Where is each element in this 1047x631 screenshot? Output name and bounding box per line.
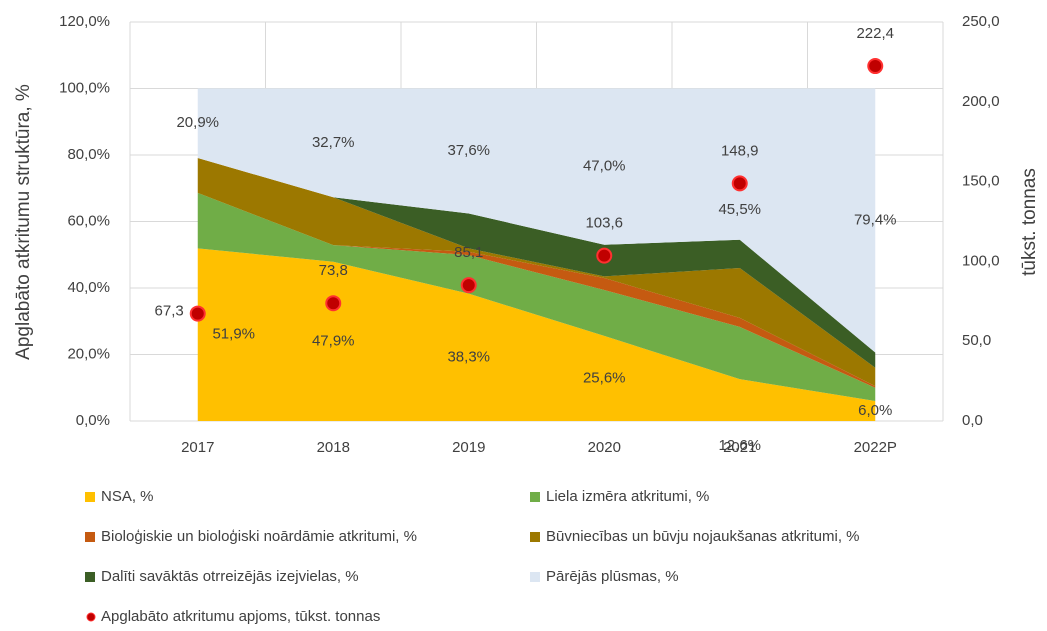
legend-swatch bbox=[85, 492, 95, 502]
area bbox=[197, 88, 876, 353]
scatter-point bbox=[867, 58, 884, 75]
legend-swatch bbox=[530, 572, 540, 582]
scatter-point bbox=[325, 295, 342, 312]
y-tick-label: 100,0% bbox=[59, 79, 110, 96]
data-label: 20,9% bbox=[176, 114, 219, 131]
data-label: 51,9% bbox=[212, 326, 255, 343]
legend-marker bbox=[86, 612, 96, 622]
data-label: 45,5% bbox=[718, 201, 761, 218]
y2-tick-label: 50,0 bbox=[962, 332, 991, 349]
x-tick-label: 2018 bbox=[317, 439, 350, 456]
y2-tick-label: 200,0 bbox=[962, 93, 1000, 110]
legend-swatch bbox=[85, 572, 95, 582]
y-tick-label: 80,0% bbox=[67, 146, 110, 163]
x-tick-label: 2017 bbox=[181, 439, 214, 456]
scatter-point bbox=[731, 175, 748, 192]
y2-axis-title: tūkst. tonnas bbox=[1019, 168, 1040, 276]
legend-swatch bbox=[530, 492, 540, 502]
y2-tick-label: 150,0 bbox=[962, 173, 1000, 190]
legend-label: NSA, % bbox=[101, 488, 154, 505]
y-tick-label: 20,0% bbox=[67, 345, 110, 362]
legend-swatch bbox=[85, 532, 95, 542]
area bbox=[197, 192, 876, 402]
data-label: 47,9% bbox=[312, 332, 355, 349]
data-label: 6,0% bbox=[858, 402, 892, 419]
legend-label: Dalīti savāktās otrreizējās izejvielas, … bbox=[101, 568, 359, 585]
x-tick-label: 2021 bbox=[723, 439, 756, 456]
data-label: 38,3% bbox=[447, 348, 490, 365]
data-label: 148,9 bbox=[721, 142, 759, 159]
y-tick-label: 40,0% bbox=[67, 279, 110, 296]
data-label: 47,0% bbox=[583, 158, 626, 175]
y-tick-label: 60,0% bbox=[67, 212, 110, 229]
x-tick-label: 2019 bbox=[452, 439, 485, 456]
data-label: 222,4 bbox=[856, 25, 894, 42]
data-label: 12,6% bbox=[718, 437, 761, 454]
data-label: 25,6% bbox=[583, 369, 626, 386]
data-label: 67,3 bbox=[155, 303, 184, 320]
area bbox=[197, 157, 876, 387]
legend-label: Būvniecības un būvju nojaukšanas atkritu… bbox=[546, 528, 860, 545]
y2-tick-label: 100,0 bbox=[962, 252, 1000, 269]
legend-label: Apglabāto atkritumu apjoms, tūkst. tonna… bbox=[101, 608, 380, 625]
scatter-point bbox=[596, 247, 613, 264]
data-label: 79,4% bbox=[854, 211, 897, 228]
legend-label: Bioloģiskie un bioloģiski noārdāmie atkr… bbox=[101, 528, 417, 545]
data-label: 85,1 bbox=[454, 244, 483, 261]
y-tick-label: 120,0% bbox=[59, 13, 110, 30]
y2-tick-label: 250,0 bbox=[962, 13, 1000, 30]
x-tick-label: 2020 bbox=[588, 439, 621, 456]
data-label: 73,8 bbox=[319, 262, 348, 279]
legend-label: Pārējās plūsmas, % bbox=[546, 568, 679, 585]
y-axis-title: Apglabāto atkritumu struktūra, % bbox=[13, 84, 34, 360]
scatter-point bbox=[189, 305, 206, 322]
scatter-point bbox=[460, 277, 477, 294]
area bbox=[197, 248, 876, 421]
y-tick-label: 0,0% bbox=[76, 412, 110, 429]
legend-label: Liela izmēra atkritumi, % bbox=[546, 488, 709, 505]
data-label: 103,6 bbox=[585, 215, 623, 232]
data-label: 32,7% bbox=[312, 134, 355, 151]
y2-tick-label: 0,0 bbox=[962, 412, 983, 429]
area bbox=[197, 157, 876, 368]
x-tick-label: 2022P bbox=[854, 439, 897, 456]
legend-swatch bbox=[530, 532, 540, 542]
data-label: 37,6% bbox=[447, 142, 490, 159]
